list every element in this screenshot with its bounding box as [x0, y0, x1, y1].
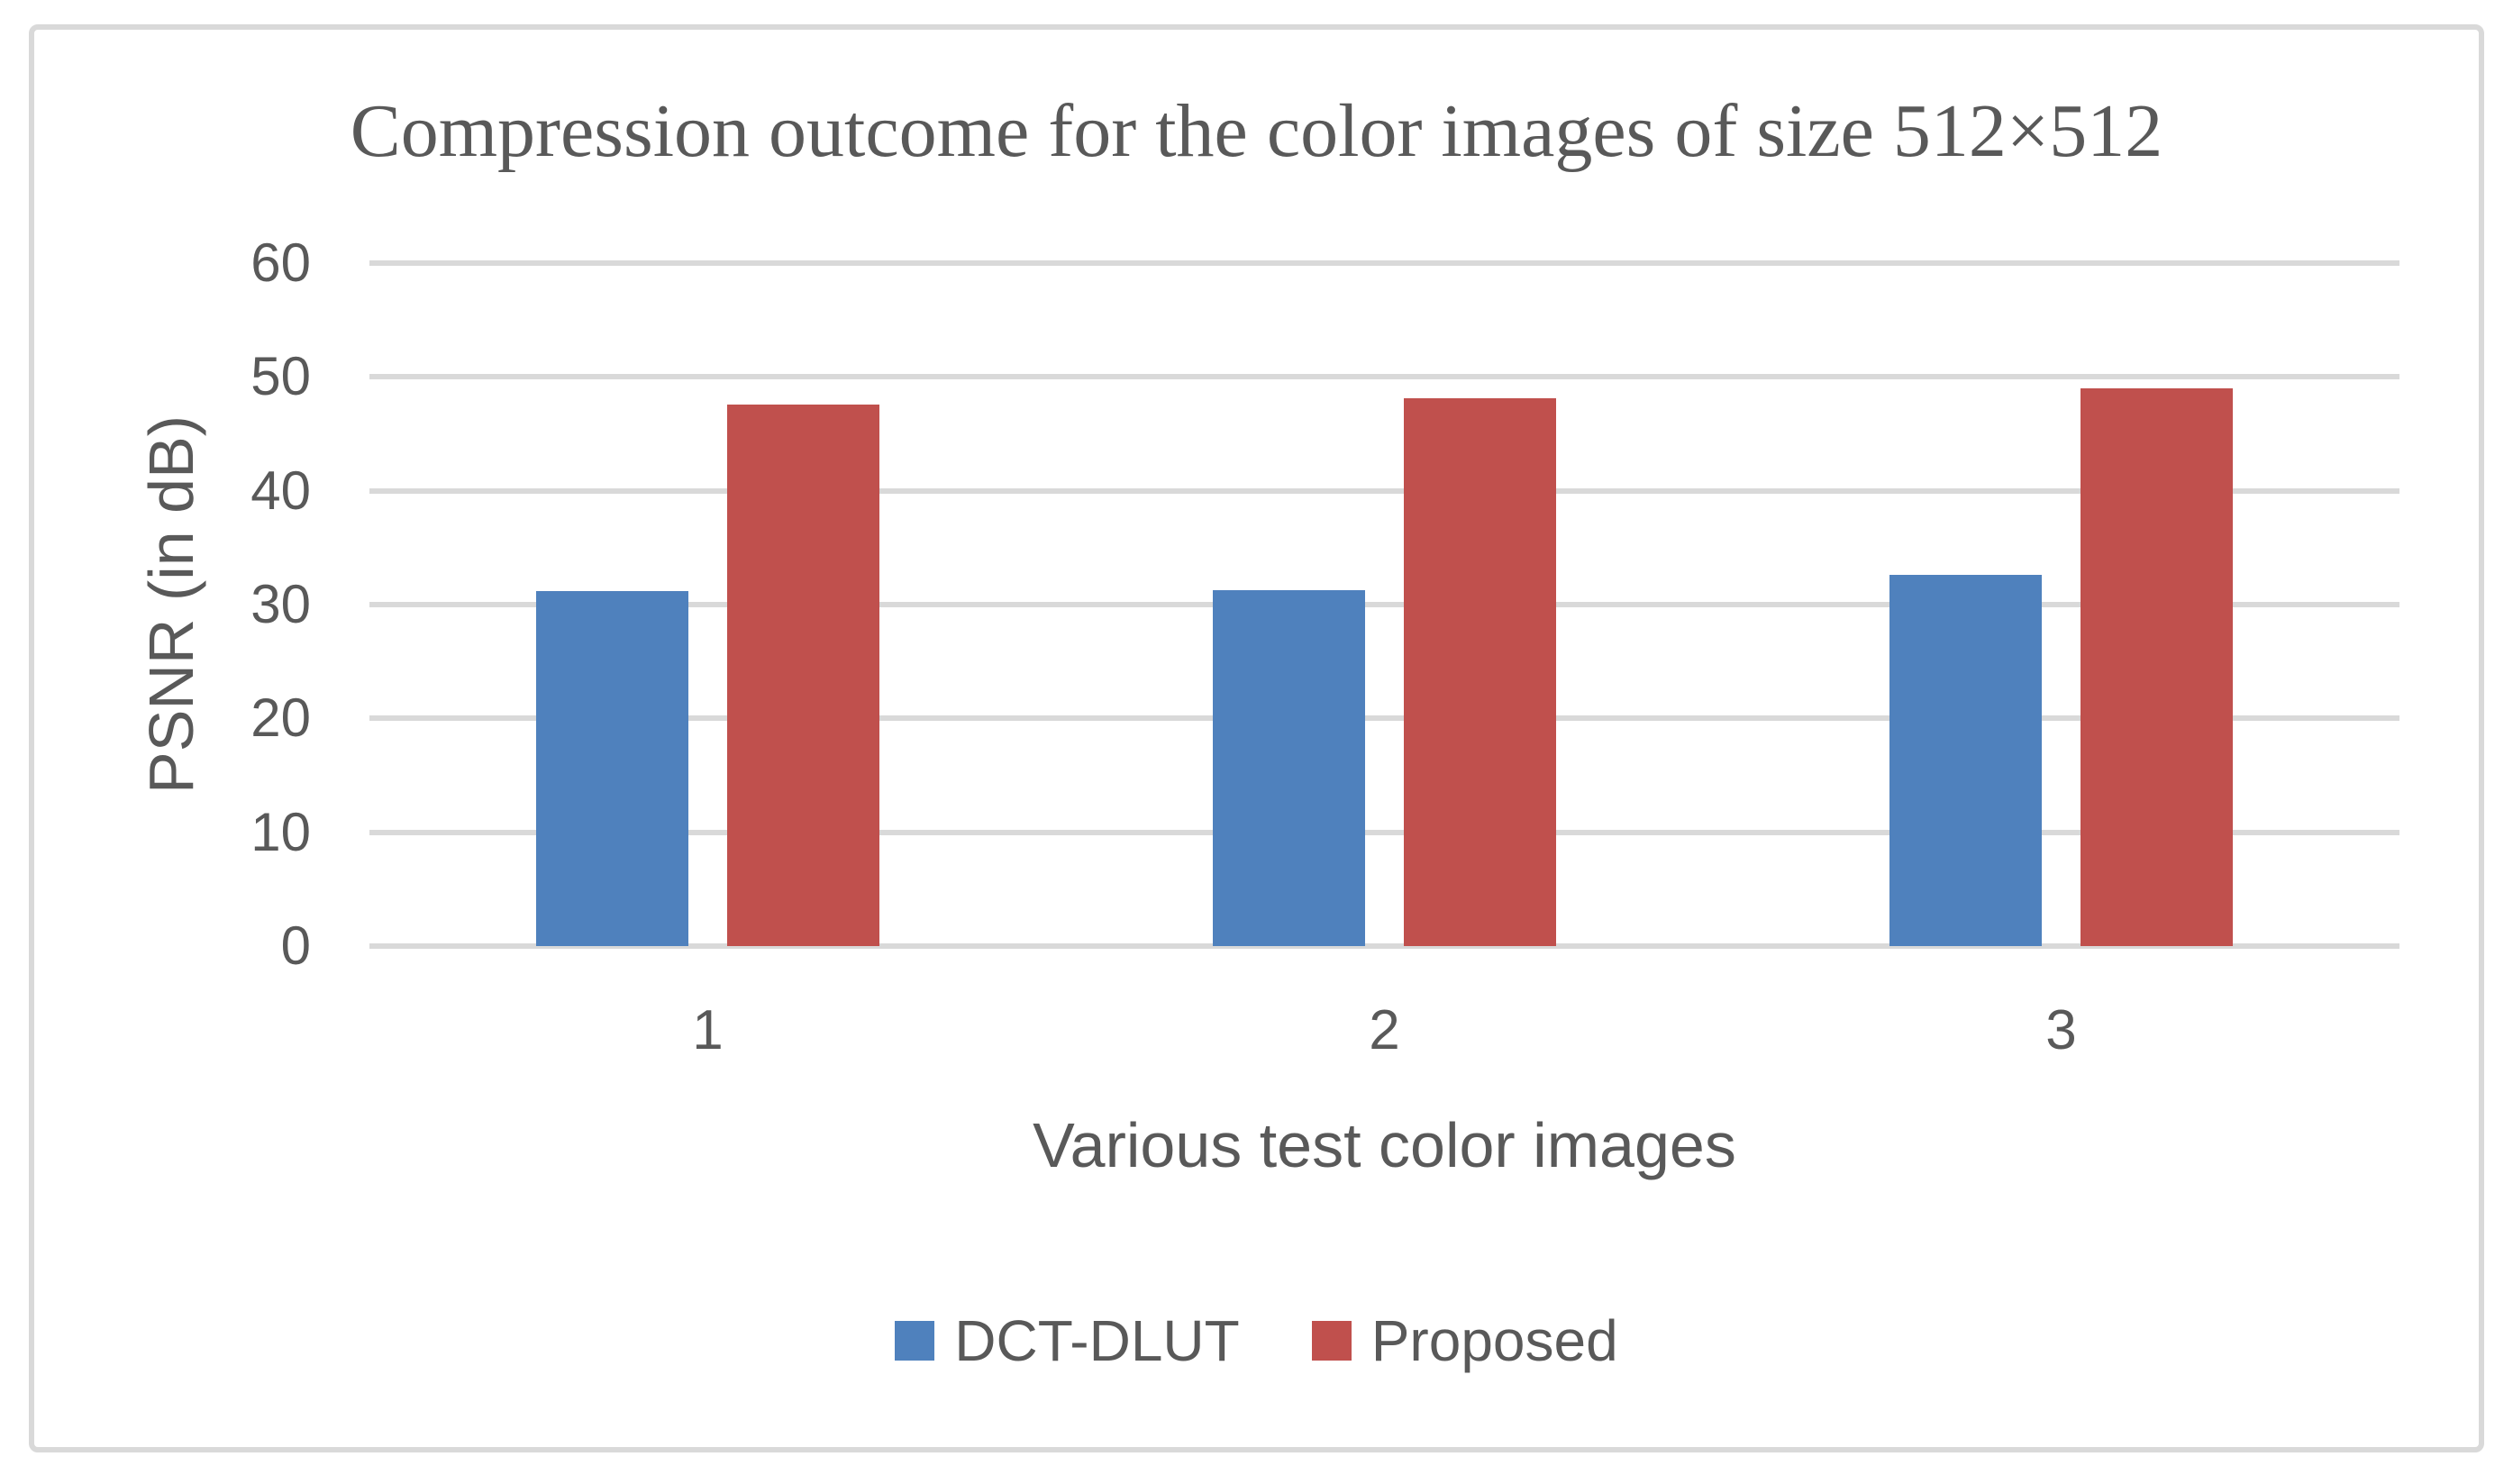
- legend-swatch-proposed: [1311, 1321, 1352, 1361]
- x-tick-label-2: 2: [1369, 999, 1400, 1061]
- x-tick-label-3: 3: [2045, 999, 2077, 1061]
- legend-entry-dct-dlut: DCT-DLUT: [895, 1308, 1240, 1373]
- chart-title: Compression outcome for the color images…: [350, 89, 2163, 173]
- gridline-60: [369, 260, 2399, 266]
- bar-proposed-1: [727, 404, 879, 946]
- x-axis-tick-labels: 1 2 3: [369, 1001, 2399, 1064]
- y-tick-label-40: 40: [250, 460, 311, 521]
- bar-dct-dlut-1: [536, 590, 688, 946]
- legend-swatch-dct-dlut: [895, 1321, 935, 1361]
- chart-legend: DCT-DLUT Proposed: [0, 1308, 2513, 1373]
- legend-label-dct-dlut: DCT-DLUT: [954, 1308, 1240, 1373]
- gridline-50: [369, 374, 2399, 380]
- bar-dct-dlut-2: [1213, 589, 1365, 946]
- gridline-0: [369, 943, 2399, 949]
- bar-proposed-2: [1404, 398, 1556, 946]
- y-tick-label-0: 0: [280, 915, 311, 976]
- legend-label-proposed: Proposed: [1370, 1308, 1618, 1373]
- y-tick-label-50: 50: [250, 346, 311, 407]
- bar-proposed-3: [2081, 387, 2233, 946]
- gridline-30: [369, 602, 2399, 607]
- gridline-40: [369, 487, 2399, 494]
- gridline-20: [369, 715, 2399, 722]
- legend-entry-proposed: Proposed: [1311, 1308, 1618, 1373]
- x-axis-title: Various test color images: [1033, 1110, 1736, 1180]
- y-tick-label-20: 20: [250, 687, 311, 749]
- y-axis-tick-labels: 0 10 20 30 40 50 60: [0, 236, 311, 973]
- x-tick-label-1: 1: [692, 999, 724, 1061]
- y-tick-label-10: 10: [250, 801, 311, 862]
- gridline-10: [369, 829, 2399, 835]
- bar-dct-dlut-3: [1889, 575, 2042, 946]
- y-tick-label-60: 60: [250, 232, 311, 293]
- plot-area: [369, 260, 2399, 949]
- y-tick-label-30: 30: [250, 574, 311, 634]
